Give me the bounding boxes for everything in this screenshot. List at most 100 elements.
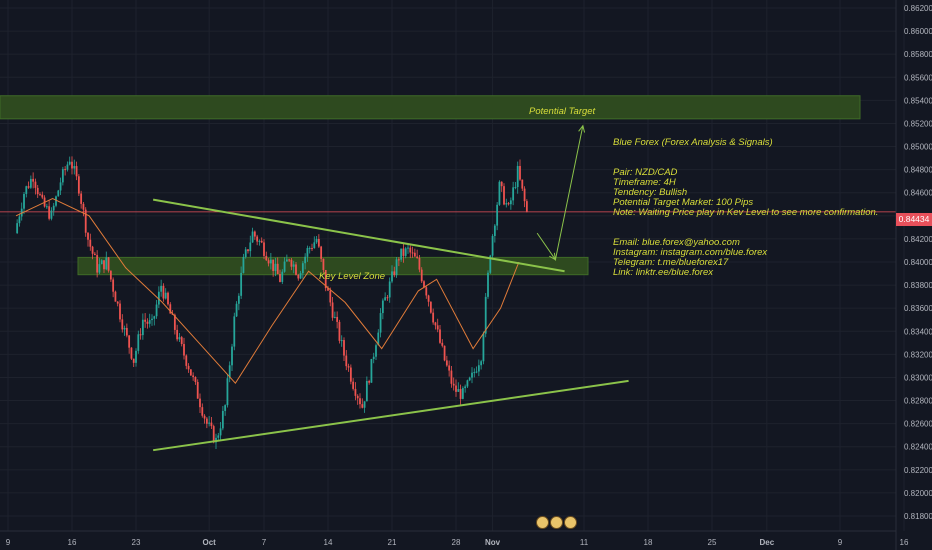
candle-body bbox=[162, 285, 165, 299]
note-pair: Pair: NZD/CAD bbox=[613, 167, 678, 178]
candle-body bbox=[432, 312, 435, 323]
candle-body bbox=[409, 247, 412, 253]
candle-body bbox=[59, 182, 62, 191]
candle-body bbox=[356, 395, 359, 399]
price-tick-label: 0.83000 bbox=[904, 373, 932, 382]
candle-body bbox=[459, 389, 462, 399]
candle-body bbox=[205, 418, 208, 424]
candle-body bbox=[128, 335, 131, 348]
candle-body bbox=[487, 272, 489, 297]
candle-body bbox=[231, 346, 233, 366]
candle-body bbox=[496, 204, 499, 226]
candle-body bbox=[157, 291, 160, 305]
candle-body bbox=[269, 259, 272, 264]
candle-body bbox=[393, 271, 396, 276]
candle-body bbox=[39, 194, 41, 196]
zones bbox=[0, 95, 861, 276]
price-tick-label: 0.85400 bbox=[904, 96, 932, 105]
candle-body bbox=[423, 281, 425, 288]
candle-body bbox=[320, 246, 323, 259]
candle-body bbox=[187, 365, 190, 370]
candle-body bbox=[370, 359, 373, 383]
candle-body bbox=[82, 203, 85, 210]
candle-body bbox=[279, 274, 281, 282]
time-axis[interactable]: 9 16 23 Oct 7 14 21 28 Nov 11 18 25 Dec 9 16 bbox=[6, 538, 909, 547]
event-badge-icon[interactable] bbox=[536, 516, 549, 529]
price-axis[interactable]: 0.86200 0.86000 0.85800 0.85600 0.85400 0.852… bbox=[904, 4, 932, 521]
candle-body bbox=[116, 301, 119, 304]
candle-body bbox=[64, 169, 67, 171]
candle-body bbox=[50, 210, 53, 219]
candle-body bbox=[304, 256, 307, 264]
candle-body bbox=[336, 316, 339, 322]
candle-body bbox=[413, 252, 416, 257]
candle-body bbox=[482, 333, 485, 362]
price-tick-label: 0.82800 bbox=[904, 397, 932, 406]
candle-body bbox=[244, 249, 247, 257]
candle-body bbox=[473, 372, 476, 374]
candle-body bbox=[258, 240, 261, 242]
candle-body bbox=[436, 325, 439, 330]
event-badge-icon[interactable] bbox=[564, 516, 577, 529]
candle-body bbox=[416, 256, 419, 259]
price-tick-label: 0.83600 bbox=[904, 304, 932, 313]
candle-body bbox=[397, 259, 400, 261]
note-tendency: Tendency: Bullish bbox=[613, 187, 688, 198]
candle-body bbox=[125, 327, 128, 336]
candle-body bbox=[324, 269, 327, 289]
candle-body bbox=[153, 316, 156, 319]
candle-body bbox=[395, 259, 398, 276]
candle-body bbox=[66, 164, 69, 170]
candle-body bbox=[23, 193, 25, 209]
candle-body bbox=[167, 292, 169, 305]
candle-body bbox=[333, 316, 336, 318]
time-tick-label: 18 bbox=[644, 538, 653, 547]
candle-body bbox=[521, 179, 524, 189]
candle-body bbox=[359, 398, 361, 405]
candle-body bbox=[41, 194, 44, 198]
candle-body bbox=[80, 193, 83, 204]
candle-body bbox=[379, 313, 382, 333]
price-tick-label: 0.82200 bbox=[904, 466, 932, 475]
candle-body bbox=[523, 188, 526, 202]
candle-body bbox=[210, 422, 213, 427]
candle-body bbox=[61, 169, 64, 183]
candle-body bbox=[100, 260, 103, 265]
candle-body bbox=[311, 248, 313, 250]
note-text: Note: Waiting Price play in Kev Level to… bbox=[613, 207, 879, 218]
candle-body bbox=[429, 301, 432, 313]
event-badge-icon[interactable] bbox=[550, 516, 563, 529]
price-tick-label: 0.84800 bbox=[904, 166, 932, 175]
price-tick-label: 0.84000 bbox=[904, 258, 932, 267]
note-link: Link: linktr.ee/blue.forex bbox=[613, 267, 713, 278]
projection-arrowhead bbox=[549, 252, 557, 261]
candle-body bbox=[475, 371, 478, 373]
candle-body bbox=[283, 261, 286, 272]
candle-body bbox=[109, 270, 112, 280]
candle-body bbox=[411, 252, 414, 254]
candle-body bbox=[130, 347, 133, 359]
candle-body bbox=[112, 279, 115, 292]
potential-target-label: Potential Target bbox=[529, 106, 596, 117]
candle-body bbox=[498, 181, 501, 205]
candle-body bbox=[212, 426, 215, 443]
candle-body bbox=[219, 428, 222, 436]
candle-body bbox=[274, 263, 277, 271]
candle-body bbox=[322, 258, 325, 270]
price-tick-label: 0.83400 bbox=[904, 327, 932, 336]
note-title: Blue Forex (Forex Analysis & Signals) bbox=[613, 137, 773, 148]
event-badges[interactable] bbox=[536, 516, 577, 529]
candle-body bbox=[313, 242, 316, 249]
time-tick-label: Dec bbox=[760, 538, 775, 547]
candle-body bbox=[123, 327, 126, 330]
key-level-zone-label: Key Level Zone bbox=[319, 271, 386, 282]
candle-body bbox=[292, 264, 295, 267]
candle-body bbox=[105, 257, 108, 270]
candle-body bbox=[203, 415, 206, 419]
time-tick-label: 23 bbox=[132, 538, 141, 547]
candle-body bbox=[98, 264, 101, 273]
price-tick-label: 0.83800 bbox=[904, 281, 932, 290]
candle-body bbox=[347, 366, 350, 368]
candle-body bbox=[384, 297, 387, 301]
